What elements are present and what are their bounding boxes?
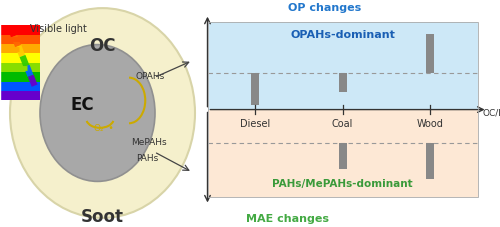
Text: OPAHs-dominant: OPAHs-dominant xyxy=(290,30,395,40)
Bar xyxy=(0,82,40,92)
Bar xyxy=(0,92,40,101)
Bar xyxy=(426,35,434,74)
Bar xyxy=(426,143,434,179)
Ellipse shape xyxy=(10,9,195,218)
Text: MAE changes: MAE changes xyxy=(246,213,329,223)
Bar xyxy=(338,143,346,169)
Bar xyxy=(251,74,259,106)
Bar xyxy=(208,23,478,197)
Bar xyxy=(0,26,40,35)
Text: PAHs/MePAHs-dominant: PAHs/MePAHs-dominant xyxy=(272,178,413,188)
Bar xyxy=(338,74,346,93)
Bar xyxy=(208,23,478,110)
Text: O₂⁻•: O₂⁻• xyxy=(94,124,114,133)
Bar xyxy=(208,110,478,197)
Ellipse shape xyxy=(40,45,155,182)
Bar xyxy=(0,73,40,82)
Text: OC: OC xyxy=(89,37,116,54)
Bar xyxy=(0,54,40,64)
Text: Coal: Coal xyxy=(332,119,353,129)
Text: EC: EC xyxy=(70,96,94,113)
Text: Soot: Soot xyxy=(81,207,124,225)
Text: MePAHs: MePAHs xyxy=(131,137,166,146)
Text: PAHs: PAHs xyxy=(136,153,158,162)
Bar xyxy=(0,45,40,54)
Text: Visible light: Visible light xyxy=(30,24,87,34)
Text: OC/EC: OC/EC xyxy=(482,108,500,117)
Bar xyxy=(0,64,40,73)
Text: Diesel: Diesel xyxy=(240,119,270,129)
Text: OP changes: OP changes xyxy=(288,3,361,13)
Text: Wood: Wood xyxy=(416,119,444,129)
Text: OPAHs: OPAHs xyxy=(136,72,165,81)
Bar xyxy=(0,35,40,45)
